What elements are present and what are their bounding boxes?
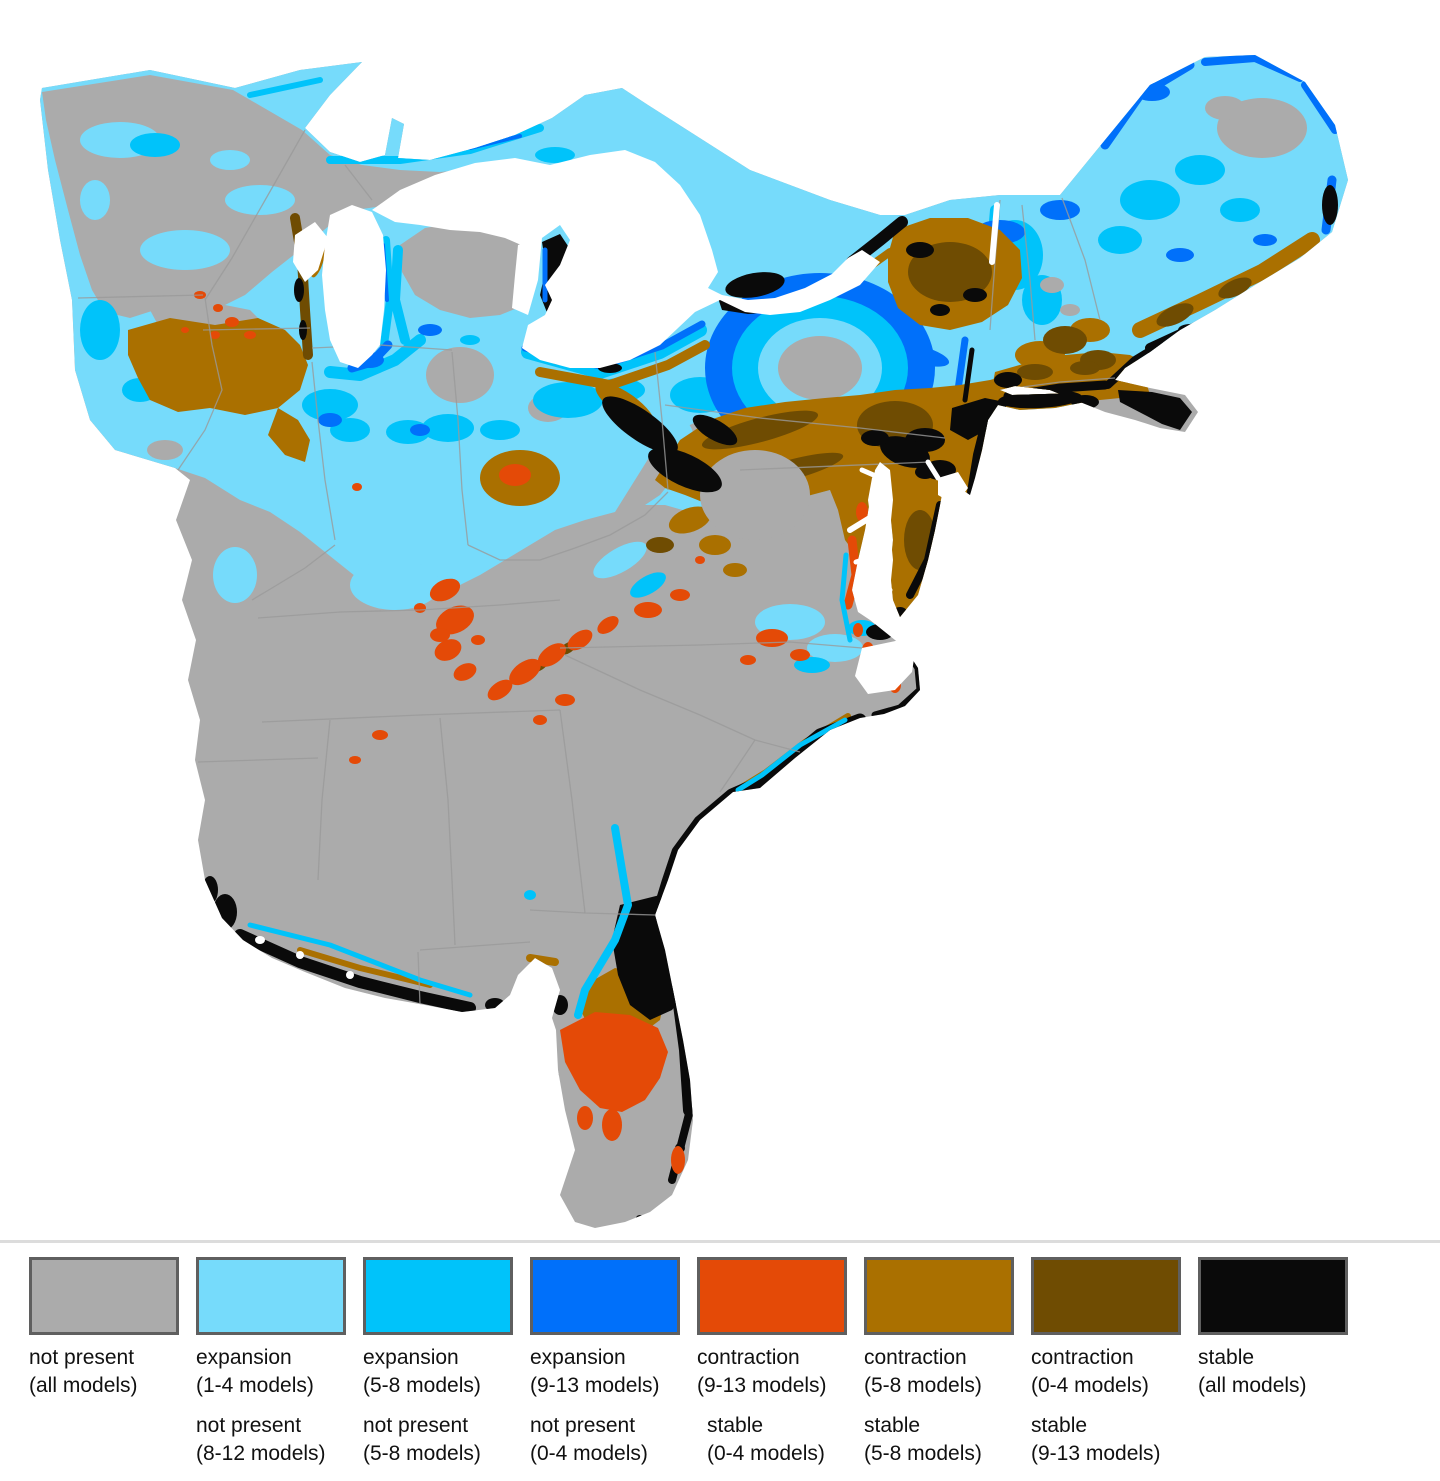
legend-label: not present: [530, 1414, 636, 1437]
legend-label: (5-8 models): [864, 1374, 982, 1397]
legend-item-expansion-5-8: expansion (5-8 models) not present (5-8 mod…: [363, 1257, 513, 1481]
legend-label: (5-8 models): [864, 1442, 982, 1465]
legend-label: (5-8 models): [363, 1374, 481, 1397]
legend-item-not-present-all: not present (all models): [29, 1257, 179, 1481]
legend-label: (9-13 models): [530, 1374, 660, 1397]
legend-label: stable: [707, 1414, 764, 1437]
legend-label: (0-4 models): [530, 1442, 648, 1465]
legend-item-expansion-1-4: expansion (1-4 models) not present (8-12 mo…: [196, 1257, 346, 1481]
range-change-map: [40, 55, 1348, 1228]
legend-label: expansion: [196, 1346, 292, 1369]
legend-label: (1-4 models): [196, 1374, 314, 1397]
legend-label: (8-12 models): [196, 1442, 326, 1465]
legend-label: (all models): [29, 1374, 138, 1397]
legend-label: (5-8 models): [363, 1442, 481, 1465]
legend-item-expansion-9-13: expansion (9-13 models) not present (0-4 mo…: [530, 1257, 680, 1481]
legend: not present (all models) expansion (1-4 mo…: [0, 1240, 1440, 1481]
legend-swatch-contraction-0-4: [1031, 1257, 1181, 1335]
legend-swatch-expansion-5-8: [363, 1257, 513, 1335]
legend-label: (9-13 models): [697, 1374, 827, 1397]
layer-expansion-5-8: [80, 77, 1260, 900]
legend-label: expansion: [363, 1346, 459, 1369]
legend-label: (all models): [1198, 1374, 1307, 1397]
legend-label: stable: [1031, 1414, 1088, 1437]
legend-swatch-contraction-5-8: [864, 1257, 1014, 1335]
legend-label: (9-13 models): [1031, 1442, 1161, 1465]
legend-label: (0-4 models): [707, 1442, 825, 1465]
legend-label: not present: [29, 1346, 135, 1369]
layer-coastal-expansion-strips: [247, 552, 853, 1019]
map-svg: [40, 55, 1348, 1228]
legend-label: expansion: [530, 1346, 626, 1369]
legend-item-stable-all: stable (all models): [1198, 1257, 1348, 1481]
layer-expansion-speckles: [80, 122, 295, 270]
legend-item-contraction-9-13: contraction (9-13 models) stable (0-4 model…: [697, 1257, 847, 1481]
legend-label: stable: [864, 1414, 921, 1437]
layer-not-present-over-brown: [700, 96, 1307, 540]
legend-item-contraction-5-8: contraction (5-8 models) stable (5-8 models…: [864, 1257, 1014, 1481]
legend-item-contraction-0-4: contraction (0-4 models) stable (9-13 model…: [1031, 1257, 1181, 1481]
layer-water-bodies: [255, 150, 1000, 979]
legend-label: not present: [196, 1414, 302, 1437]
legend-swatch-stable-all: [1198, 1257, 1348, 1335]
legend-swatch-contraction-9-13: [697, 1257, 847, 1335]
legend-label: contraction: [697, 1346, 800, 1369]
legend-label: (0-4 models): [1031, 1374, 1149, 1397]
legend-swatch-expansion-9-13: [530, 1257, 680, 1335]
legend-swatch-not-present-all: [29, 1257, 179, 1335]
legend-label: stable: [1198, 1346, 1255, 1369]
legend-label: contraction: [1031, 1346, 1134, 1369]
legend-label: not present: [363, 1414, 469, 1437]
legend-swatch-expansion-1-4: [196, 1257, 346, 1335]
legend-label: contraction: [864, 1346, 967, 1369]
